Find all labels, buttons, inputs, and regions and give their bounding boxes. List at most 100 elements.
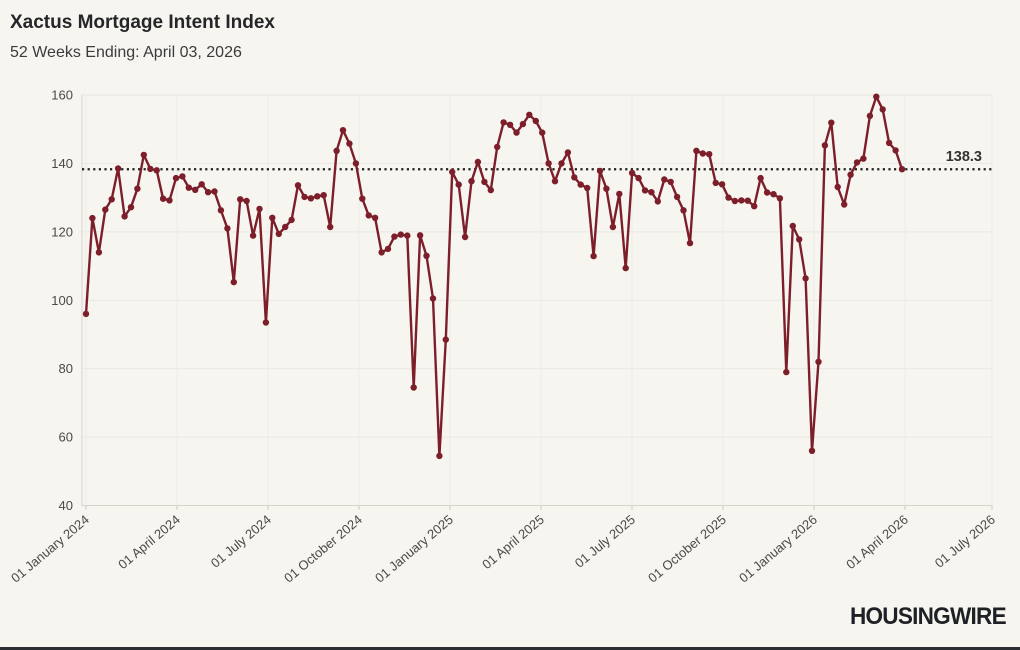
data-point: [442, 336, 449, 343]
data-point: [371, 214, 379, 221]
y-tick-label: 60: [59, 430, 73, 445]
data-point: [673, 193, 681, 201]
x-tick-label: 01 April 2026: [843, 512, 911, 572]
data-point: [725, 194, 732, 201]
data-point: [558, 160, 565, 167]
x-tick-label: 01 January 2024: [8, 512, 92, 586]
data-point: [513, 129, 520, 136]
data-point: [661, 176, 668, 183]
data-point: [616, 190, 623, 198]
data-point: [828, 119, 835, 126]
data-point: [789, 222, 796, 230]
x-tick-label: 01 July 2025: [572, 512, 638, 571]
data-point: [301, 193, 308, 201]
x-tick-label: 01 April 2024: [115, 512, 183, 572]
data-point: [153, 167, 160, 174]
data-point: [783, 368, 790, 376]
data-point: [121, 213, 128, 220]
data-point: [237, 196, 244, 203]
data-point: [423, 252, 430, 259]
data-point: [693, 147, 700, 154]
data-point: [384, 245, 392, 253]
chart-subtitle: 52 Weeks Ending: April 03, 2026: [10, 44, 242, 61]
data-point: [282, 223, 289, 231]
data-point: [114, 165, 122, 172]
data-point: [892, 147, 899, 154]
data-point: [352, 160, 360, 167]
data-point: [808, 447, 816, 454]
y-tick-label: 80: [59, 361, 73, 376]
data-point: [571, 174, 578, 181]
data-point: [192, 186, 199, 193]
data-point: [751, 203, 758, 210]
data-point: [815, 358, 822, 365]
data-point: [397, 231, 404, 238]
y-tick-label: 100: [51, 293, 73, 308]
data-point: [590, 252, 597, 260]
data-point: [127, 204, 135, 211]
data-point: [217, 207, 225, 214]
data-point: [667, 178, 674, 186]
data-point: [275, 230, 282, 238]
data-point: [147, 165, 154, 173]
data-point: [346, 140, 353, 147]
data-point: [179, 173, 186, 180]
chart-title: Xactus Mortgage Intent Index: [10, 12, 275, 33]
x-tick-label: 01 July 2024: [208, 512, 274, 571]
data-point: [770, 191, 777, 198]
data-point: [796, 236, 803, 243]
data-point: [230, 278, 237, 286]
data-point: [327, 223, 334, 231]
data-point: [879, 106, 886, 113]
y-tick-label: 160: [51, 88, 73, 103]
data-point: [172, 174, 180, 182]
data-point: [204, 189, 212, 196]
data-point: [481, 178, 488, 186]
data-point: [596, 167, 604, 175]
data-point: [821, 142, 829, 149]
data-point: [262, 319, 270, 326]
data-point: [410, 384, 417, 391]
y-tick-label: 140: [51, 156, 73, 171]
data-point: [686, 239, 694, 247]
x-tick-label: 01 October 2024: [281, 512, 365, 586]
data-point: [622, 264, 629, 272]
y-tick-label: 40: [59, 498, 73, 513]
data-point: [391, 233, 398, 240]
data-point: [628, 169, 636, 177]
data-point: [102, 206, 109, 213]
data-point: [506, 121, 514, 128]
data-point: [249, 232, 257, 239]
data-point: [359, 195, 366, 202]
data-point: [763, 189, 771, 196]
x-tick-marks: [85, 505, 993, 510]
x-tick-label: 01 January 2025: [372, 512, 456, 586]
data-point: [738, 197, 745, 204]
data-point: [577, 181, 584, 188]
data-point: [898, 166, 906, 173]
data-point: [866, 112, 874, 120]
data-point: [468, 178, 475, 185]
data-point: [378, 249, 385, 256]
data-point: [802, 275, 809, 282]
data-point: [706, 151, 713, 158]
data-point: [545, 160, 552, 167]
data-point: [416, 232, 424, 239]
data-point: [166, 197, 173, 204]
data-point: [159, 195, 167, 202]
bottom-border: [0, 647, 1020, 650]
data-point: [885, 139, 893, 147]
x-tick-label: 01 July 2026: [932, 512, 998, 571]
data-point: [211, 188, 218, 195]
housingwire-logo: HOUSINGWIRE: [850, 603, 1007, 630]
y-tick-label: 120: [51, 224, 73, 239]
data-point: [474, 158, 482, 166]
data-point: [404, 232, 411, 239]
data-point: [494, 143, 501, 151]
data-point: [847, 171, 854, 178]
data-point: [712, 179, 719, 187]
data-point: [654, 198, 661, 205]
data-point: [294, 182, 302, 189]
data-point: [776, 195, 784, 202]
data-point: [744, 197, 751, 204]
